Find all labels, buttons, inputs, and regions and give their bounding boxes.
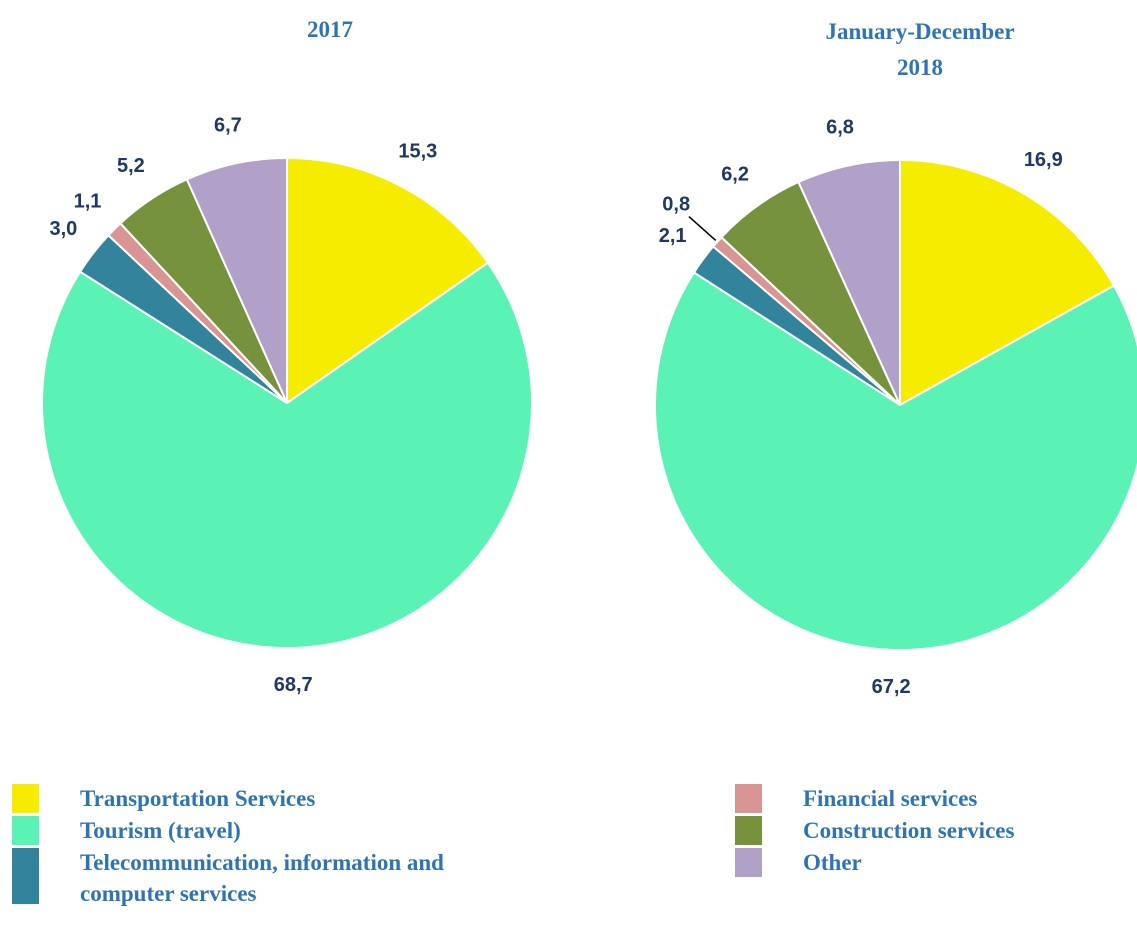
pie-slice: [797, 158, 901, 406]
legend-label: Construction services: [803, 818, 1015, 843]
data-label: 3,0: [49, 218, 77, 240]
data-label: 67,2: [872, 676, 911, 698]
chart-title: 2017: [307, 17, 353, 42]
data-label: 1,1: [74, 191, 102, 213]
legend-label: Financial services: [803, 786, 978, 811]
data-label: 16,9: [1024, 149, 1063, 171]
legend-swatch: [12, 784, 39, 813]
legend-swatch: [735, 848, 762, 877]
data-label: 6,2: [721, 163, 749, 185]
leader-line: [688, 215, 717, 242]
legend-label: Other: [803, 850, 862, 875]
data-label: 15,3: [398, 140, 437, 162]
legend-swatch: [12, 816, 39, 845]
legend-label: Tourism (travel): [80, 818, 241, 843]
pie-slice: [286, 156, 490, 405]
legend-swatch: [12, 848, 39, 904]
chart-title: January-December 2018: [825, 19, 1015, 80]
data-label: 5,2: [117, 155, 145, 177]
data-label: 6,7: [214, 115, 242, 137]
pie-slice: [185, 156, 288, 404]
legend-swatch: [735, 816, 762, 845]
pie-slice: [654, 271, 1137, 651]
legend-label: Transportation Services: [80, 786, 316, 811]
data-label: 0,8: [662, 193, 690, 215]
legend-swatch: [735, 784, 762, 813]
data-label: 6,8: [826, 117, 854, 139]
legend-label: Telecommunication, information and compu…: [80, 850, 444, 906]
data-label: 2,1: [659, 225, 687, 247]
pie-slice: [899, 158, 1116, 407]
data-label: 68,7: [274, 674, 313, 696]
pie-slice: [41, 261, 533, 649]
